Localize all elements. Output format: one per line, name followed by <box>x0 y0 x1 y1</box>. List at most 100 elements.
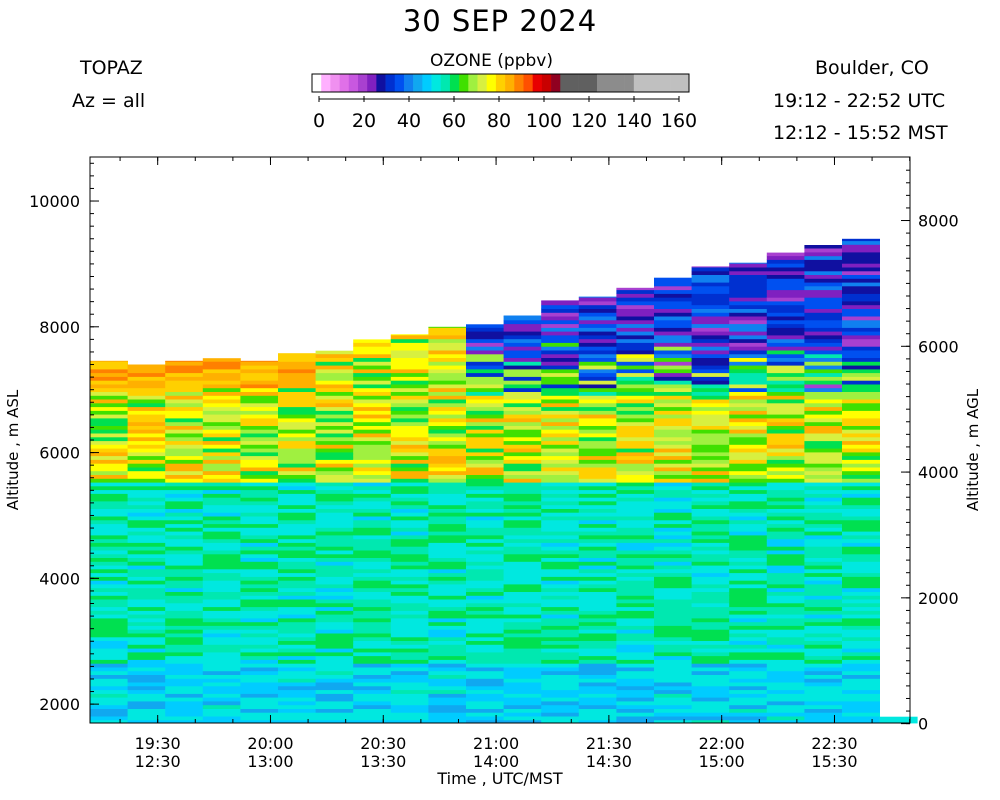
ozone-cell <box>503 523 542 528</box>
ozone-cell <box>541 399 580 404</box>
ozone-cell <box>842 357 880 362</box>
ozone-cell <box>842 489 880 494</box>
ozone-cell <box>766 719 805 724</box>
ozone-cell <box>202 467 241 472</box>
ozone-cell <box>466 565 504 570</box>
ozone-cell <box>804 584 843 589</box>
ozone-cell <box>240 580 279 585</box>
ozone-cell <box>729 274 768 279</box>
ozone-cell <box>390 372 429 377</box>
ozone-cell <box>541 433 580 438</box>
ozone-cell <box>165 451 204 457</box>
ozone-cell <box>691 595 730 600</box>
ozone-cell <box>541 712 580 717</box>
ozone-cell <box>578 640 617 645</box>
ozone-cell <box>729 365 768 370</box>
ozone-cell <box>729 418 768 423</box>
ozone-cell <box>691 685 730 691</box>
ozone-cell <box>842 353 880 358</box>
ozone-cell <box>165 425 204 430</box>
ozone-cell <box>766 391 805 396</box>
ozone-cell <box>428 508 467 513</box>
ozone-cell <box>729 535 768 540</box>
ozone-cell <box>315 489 354 494</box>
ozone-cell <box>804 606 843 611</box>
ozone-cell <box>541 406 580 411</box>
ozone-cell <box>127 387 166 392</box>
ozone-cell <box>390 376 429 381</box>
ozone-cell <box>766 523 805 528</box>
ozone-cell <box>541 448 580 453</box>
ozone-cell <box>503 357 542 362</box>
ozone-cell <box>90 519 128 525</box>
ozone-cell <box>578 697 617 702</box>
ozone-cell <box>729 350 768 355</box>
ozone-cell <box>127 440 166 445</box>
ozone-cell <box>315 399 354 404</box>
ozone-cell <box>278 667 316 672</box>
ozone-cell <box>842 614 880 619</box>
ozone-cell <box>691 606 730 611</box>
ozone-cell <box>503 353 542 358</box>
ozone-cell <box>541 546 580 551</box>
ozone-cell <box>428 670 467 675</box>
ozone-cell <box>390 410 429 415</box>
ozone-cell <box>202 501 241 506</box>
ozone-cell <box>729 448 768 453</box>
ozone-cell <box>278 689 316 694</box>
colorbar-swatch <box>606 74 616 92</box>
ozone-cell <box>842 285 880 291</box>
ozone-cell <box>691 357 730 362</box>
ozone-cell <box>127 667 166 672</box>
ozone-cell <box>578 489 617 494</box>
ozone-cell <box>90 440 128 445</box>
ozone-cell <box>766 463 805 468</box>
ozone-cell <box>541 527 580 532</box>
ozone-cell <box>278 353 316 358</box>
ozone-cell <box>202 497 241 502</box>
ozone-cell <box>616 685 655 691</box>
ozone-cell <box>353 387 392 392</box>
ozone-cell <box>353 693 392 698</box>
ozone-cell <box>654 444 692 449</box>
ozone-cell <box>616 459 655 464</box>
ozone-cell <box>804 621 843 626</box>
ozone-cell <box>842 433 880 438</box>
ozone-cell <box>766 561 805 566</box>
ozone-cell <box>165 704 204 709</box>
ozone-cell <box>165 448 204 453</box>
ozone-cell <box>240 414 279 419</box>
ozone-cell <box>353 474 392 479</box>
ozone-cell <box>315 651 354 657</box>
ozone-cell <box>90 421 128 426</box>
ozone-cell <box>466 497 504 502</box>
x-tick-label-utc: 21:30 <box>586 734 632 753</box>
ozone-cell <box>202 368 241 374</box>
ozone-cell <box>466 636 504 641</box>
ozone-cell <box>541 429 580 434</box>
ozone-cell <box>691 350 730 355</box>
ozone-cell <box>127 478 166 483</box>
ozone-cell <box>654 618 692 623</box>
ozone-cell <box>503 376 542 381</box>
ozone-cell <box>541 512 580 517</box>
ozone-cell <box>541 697 580 702</box>
ozone-cell <box>278 489 316 494</box>
ozone-cell <box>240 667 279 672</box>
ozone-cell <box>729 308 768 313</box>
ozone-cell <box>127 429 166 434</box>
ozone-cell <box>353 444 392 449</box>
ozone-cell <box>315 712 354 717</box>
ozone-cell <box>616 610 655 615</box>
ozone-cell <box>315 527 354 532</box>
ozone-cell <box>654 342 692 347</box>
ozone-cell <box>353 531 392 536</box>
ozone-cell <box>202 667 241 672</box>
colorbar-tick-label: 40 <box>397 110 421 132</box>
ozone-cell <box>879 716 918 721</box>
ozone-cell <box>202 697 241 702</box>
ozone-cell <box>766 595 805 600</box>
ozone-cell <box>202 704 241 709</box>
ozone-cell <box>503 455 542 460</box>
ozone-cell <box>804 259 843 264</box>
